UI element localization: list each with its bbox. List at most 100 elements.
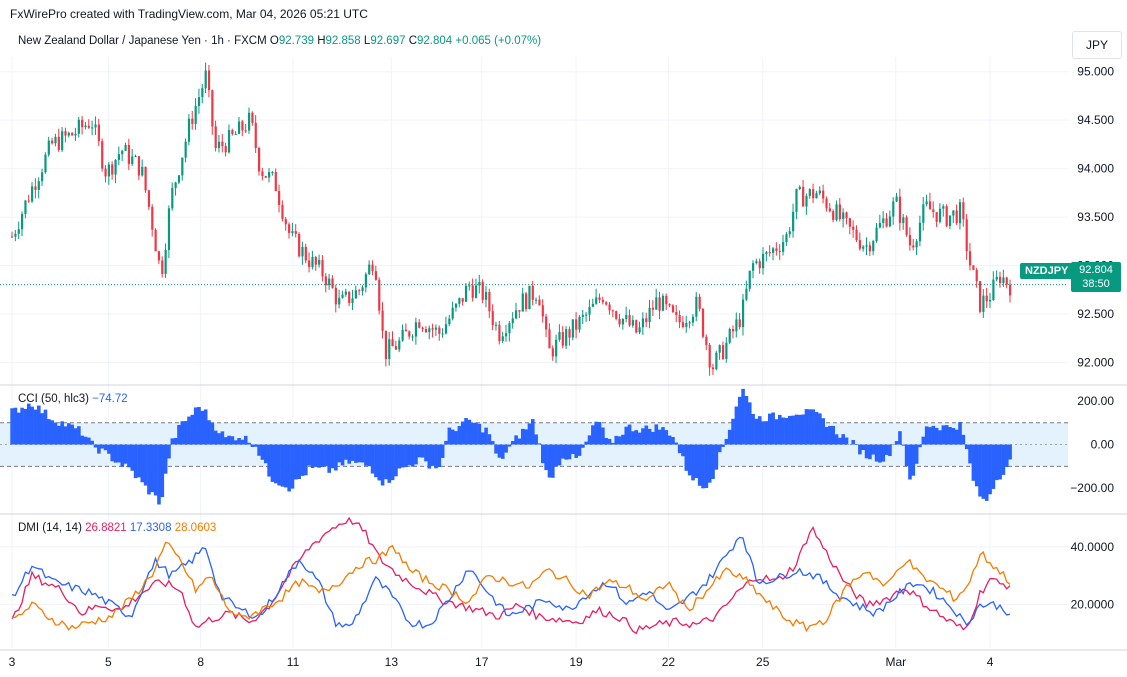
candle-body xyxy=(885,218,888,227)
cci-bar xyxy=(771,412,775,445)
candle-body xyxy=(504,333,508,337)
cci-bar xyxy=(607,438,612,445)
candle-body xyxy=(87,125,90,128)
candle-body xyxy=(685,322,688,328)
x-tick-label: 3 xyxy=(9,655,16,669)
cci-bar xyxy=(467,419,472,445)
cci-bar xyxy=(1001,444,1006,475)
cci-bar xyxy=(47,419,51,445)
cci-bar xyxy=(667,435,672,445)
candle-body xyxy=(802,186,805,207)
candle-body xyxy=(51,140,54,144)
cci-bar xyxy=(677,444,682,454)
price-legend: New Zealand Dollar / Japanese Yen · 1h ·… xyxy=(18,35,541,47)
currency-button[interactable]: JPY xyxy=(1072,31,1122,59)
cci-bar xyxy=(60,421,64,445)
cci-bar xyxy=(991,444,996,489)
candle-body xyxy=(204,70,207,89)
cci-bar xyxy=(691,444,695,481)
high-value: 92.858 xyxy=(325,35,361,47)
candle-body xyxy=(935,212,938,222)
cci-name: CCI (50, hlc3) xyxy=(18,393,89,405)
cci-bar xyxy=(73,428,78,445)
cci-bar xyxy=(187,416,191,445)
candle-body xyxy=(234,133,237,135)
candle-body xyxy=(17,229,20,234)
cci-bar xyxy=(818,413,822,445)
candle-body xyxy=(381,310,384,331)
x-tick-label: Mar xyxy=(885,655,906,669)
candle-body xyxy=(955,210,958,224)
cci-bar xyxy=(273,444,278,484)
cci-bar xyxy=(811,409,815,445)
cci-bar xyxy=(233,440,238,445)
candle-body xyxy=(274,171,277,192)
cci-bar xyxy=(207,420,211,445)
cci-bar xyxy=(731,418,735,445)
cci-bar xyxy=(534,434,538,445)
candle-body xyxy=(308,260,311,268)
cci-bar xyxy=(203,409,208,445)
candle-body xyxy=(134,156,137,158)
cci-bar xyxy=(237,438,241,445)
candle-body xyxy=(438,327,441,334)
cci-bar xyxy=(193,407,198,445)
candle-body xyxy=(805,195,808,207)
candle-body xyxy=(711,367,715,370)
candle-body xyxy=(982,295,985,312)
cci-bar xyxy=(87,437,91,445)
cci-bar xyxy=(480,432,485,445)
cci-bar xyxy=(414,444,418,465)
candle-body xyxy=(191,118,194,124)
close-label: C xyxy=(408,35,418,47)
candle-body xyxy=(104,168,107,177)
cci-bar xyxy=(741,388,745,445)
price-tick-label: 92.500 xyxy=(1077,307,1114,321)
candle-body xyxy=(778,250,781,252)
cci-bar xyxy=(477,423,482,445)
cci-bar xyxy=(981,444,986,499)
candle-body xyxy=(484,291,488,300)
candle-body xyxy=(608,304,611,311)
cci-bar xyxy=(20,407,24,445)
x-tick-label: 13 xyxy=(385,655,399,669)
candle-body xyxy=(575,319,578,330)
candle-body xyxy=(848,218,851,227)
cci-bar xyxy=(958,422,962,445)
cci-bar xyxy=(317,444,321,468)
cci-bar xyxy=(764,421,769,445)
candle-body xyxy=(84,125,87,128)
cci-bar xyxy=(707,444,712,483)
cci-bar xyxy=(344,444,348,460)
candle-body xyxy=(181,157,184,176)
candle-body xyxy=(882,218,885,223)
cci-bar xyxy=(681,444,685,457)
cci-bar xyxy=(173,437,178,445)
cci-bar xyxy=(961,434,966,445)
cci-bar xyxy=(167,444,171,459)
candle-body xyxy=(968,251,972,266)
cci-bar xyxy=(390,444,395,481)
candle-body xyxy=(948,215,952,226)
candle-body xyxy=(775,248,778,251)
candle-body xyxy=(451,307,454,319)
open-value: 92.739 xyxy=(278,35,314,47)
candle-body xyxy=(164,250,167,274)
minus-di-value: 17.3308 xyxy=(129,522,172,534)
candle-body xyxy=(127,144,131,165)
cci-bar xyxy=(410,444,415,467)
cci-bar xyxy=(270,444,275,482)
candle-body xyxy=(691,316,695,323)
candle-body xyxy=(278,191,281,206)
candle-body xyxy=(828,208,831,212)
cci-bar xyxy=(794,414,799,445)
cci-bar xyxy=(497,444,502,458)
candle-body xyxy=(932,209,935,213)
cci-bar xyxy=(26,403,31,445)
cci-bar xyxy=(430,444,435,466)
candle-body xyxy=(508,323,511,334)
candle-body xyxy=(842,212,845,220)
candle-body xyxy=(471,285,474,298)
candle-body xyxy=(518,310,521,312)
